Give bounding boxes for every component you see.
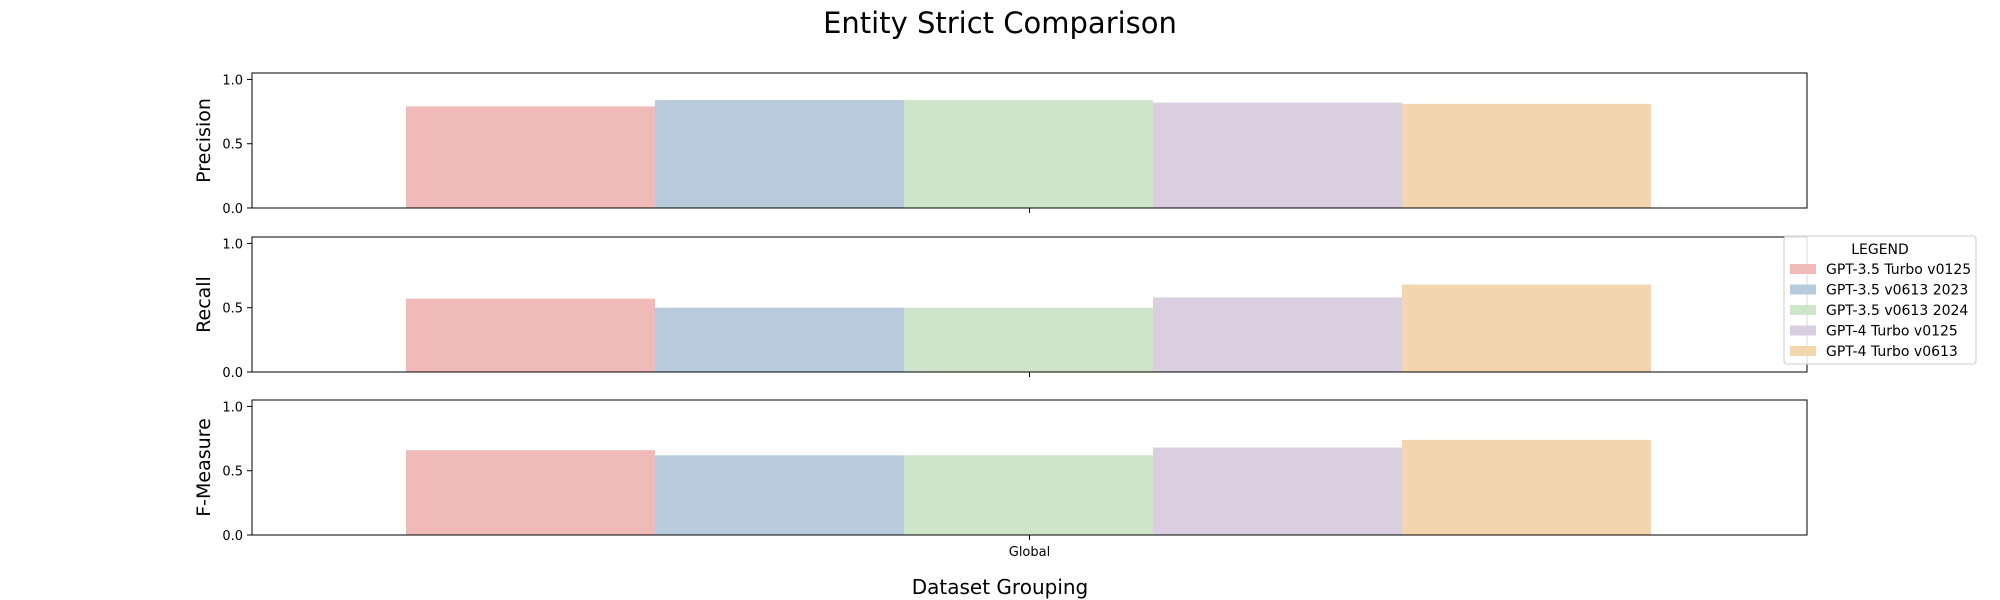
- y-tick-label: 1.0: [222, 73, 243, 88]
- y-tick-label: 0.0: [222, 366, 243, 381]
- legend-swatch: [1790, 325, 1816, 336]
- legend-label: GPT-3.5 Turbo v0125: [1826, 262, 1971, 278]
- bar: [904, 100, 1153, 208]
- bar: [1402, 103, 1651, 208]
- x-tick-label: Global: [1009, 545, 1050, 560]
- panel-recall: 0.0 0.5 1.0 Recall: [193, 236, 1808, 381]
- legend-label: GPT-4 Turbo v0125: [1826, 324, 1958, 340]
- y-tick-label: 0.0: [222, 529, 243, 544]
- y-axis-label: Precision: [193, 98, 215, 183]
- y-tick-label: 0.5: [222, 302, 243, 317]
- bar: [1153, 102, 1402, 208]
- y-axis-label: F-Measure: [193, 418, 215, 517]
- legend-label: GPT-3.5 v0613 2023: [1826, 283, 1968, 299]
- x-axis-label: Dataset Grouping: [912, 575, 1089, 599]
- bar: [1402, 439, 1651, 535]
- panels: 0.0 0.5 1.0 Precision 0.0 0.5 1.0 Recall 0.0 0.5 1…: [193, 72, 1808, 560]
- legend: LEGEND GPT-3.5 Turbo v0125 GPT-3.5 v0613 2…: [1783, 235, 1977, 365]
- bar: [1153, 447, 1402, 535]
- panel-f-measure: 0.0 0.5 1.0 Global F-Measure: [193, 399, 1808, 560]
- legend-box: [1783, 235, 1977, 365]
- legend-swatch: [1790, 346, 1816, 356]
- chart-title: Entity Strict Comparison: [823, 6, 1177, 40]
- y-tick-label: 0.5: [222, 138, 243, 153]
- panel-precision: 0.0 0.5 1.0 Precision: [193, 72, 1808, 217]
- bar: [904, 455, 1153, 535]
- legend-title: LEGEND: [1851, 242, 1909, 258]
- bar: [655, 307, 904, 372]
- bar: [406, 106, 655, 208]
- legend-swatch: [1790, 284, 1816, 295]
- bar: [406, 298, 655, 372]
- y-tick-label: 0.0: [222, 202, 243, 217]
- y-axis-label: Recall: [193, 276, 215, 333]
- y-tick-label: 0.5: [222, 465, 243, 480]
- bar: [1402, 284, 1651, 372]
- legend-label: GPT-4 Turbo v0613: [1826, 344, 1958, 360]
- bar: [406, 450, 655, 535]
- y-tick-label: 1.0: [222, 400, 243, 415]
- bar: [655, 100, 904, 208]
- bar: [1153, 297, 1402, 372]
- legend-swatch: [1790, 264, 1816, 274]
- legend-swatch: [1790, 305, 1816, 315]
- legend-label: GPT-3.5 v0613 2024: [1826, 303, 1968, 319]
- bar: [655, 455, 904, 535]
- y-tick-label: 1.0: [222, 237, 243, 252]
- bar: [904, 307, 1153, 372]
